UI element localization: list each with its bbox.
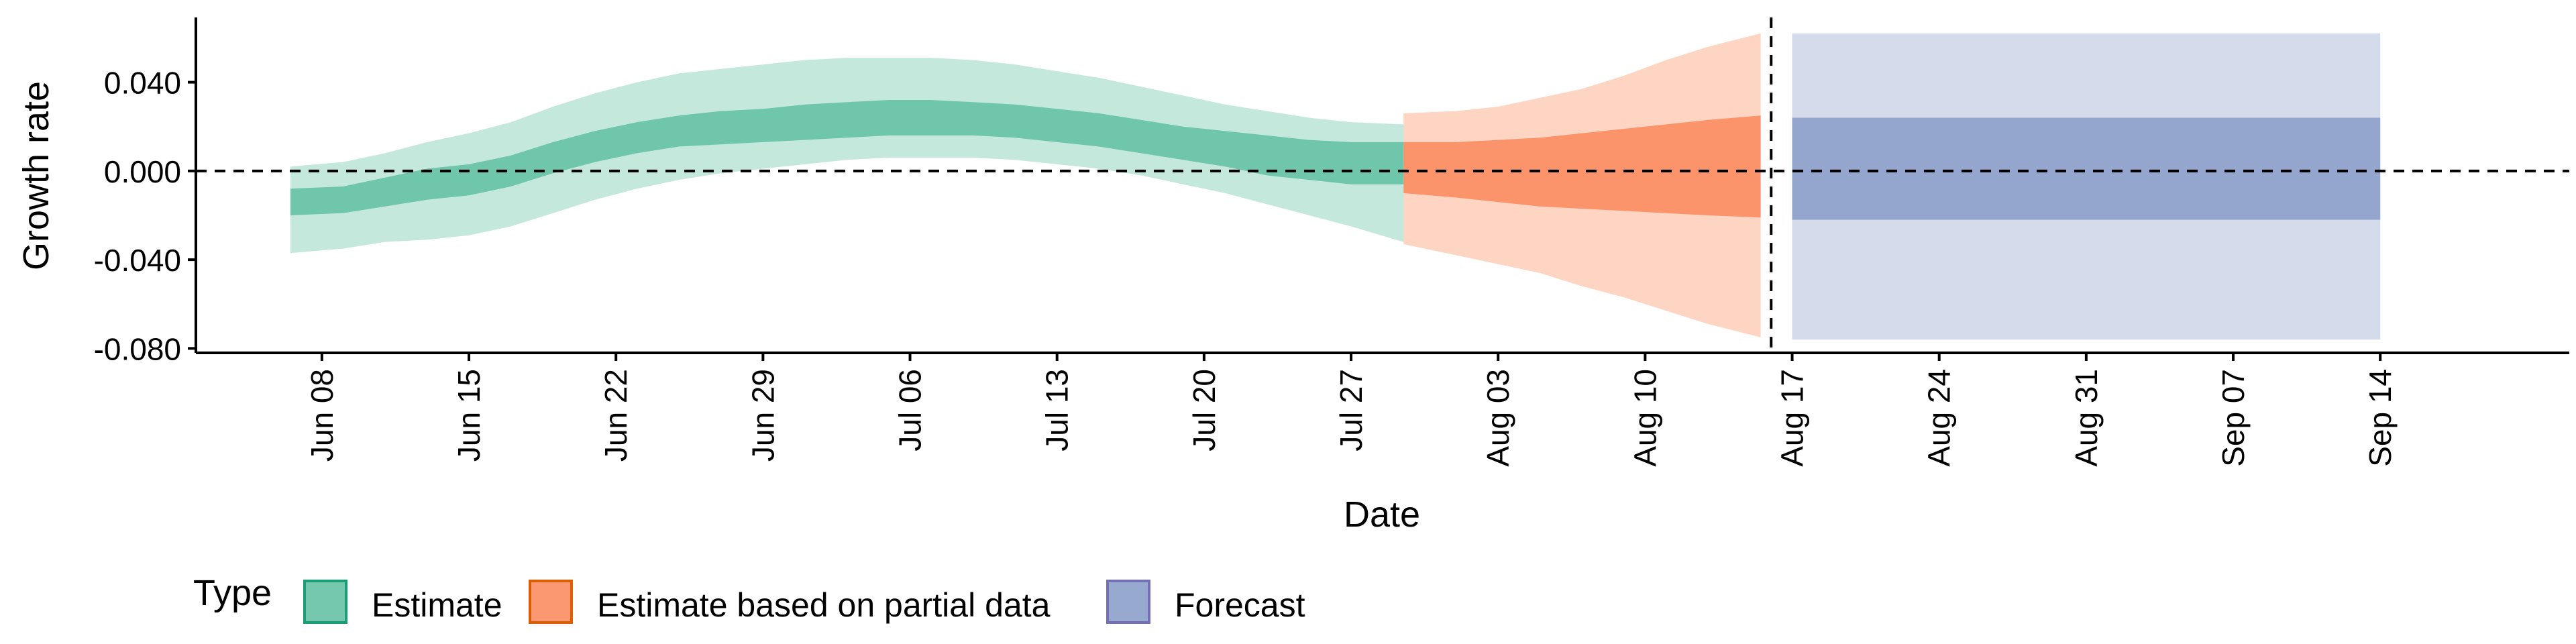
y-tick-label: 0.000: [104, 154, 181, 189]
band-layer: [290, 33, 2381, 340]
x-tick-label: Jul 20: [1187, 369, 1222, 451]
x-tick-label: Aug 17: [1775, 369, 1810, 467]
legend-label-estimate-based-on-partial-data: Estimate based on partial data: [597, 586, 1051, 624]
x-tick-label: Aug 24: [1922, 369, 1957, 467]
estimate-based-on-partial-data-band-50: [1403, 115, 1761, 218]
x-tick-label: Jun 22: [598, 369, 633, 462]
x-tick-label: Sep 14: [2363, 369, 2398, 467]
x-tick-label: Jul 13: [1040, 369, 1075, 451]
y-axis-title: Growth rate: [16, 81, 56, 270]
y-tick-label: 0.040: [104, 66, 181, 101]
forecast-band-50: [1792, 117, 2381, 220]
axes: [188, 17, 2569, 361]
y-tick-label: -0.040: [94, 243, 181, 278]
estimate-band-50: [290, 100, 1404, 215]
legend-key-forecast: [1106, 580, 1150, 624]
axis-labels: -0.080 -0.040 0.000 0.040 Jun 08 Jun 15 Jun 22…: [94, 66, 2398, 467]
x-axis-title: Date: [1344, 494, 1420, 535]
x-tick-label: Sep 07: [2216, 369, 2251, 467]
x-tick-label: Aug 31: [2069, 369, 2104, 467]
x-tick-label: Aug 10: [1627, 369, 1662, 467]
x-tick-label: Jul 27: [1334, 369, 1368, 451]
x-tick-label: Jun 08: [305, 369, 339, 462]
legend-label-estimate: Estimate: [372, 586, 502, 624]
legend-key-estimate: [303, 580, 347, 624]
reference-lines: [196, 17, 2569, 353]
legend-key-estimate-based-on-partial-data: [529, 580, 573, 624]
legend-label-forecast: Forecast: [1175, 586, 1305, 624]
x-tick-label: Jun 29: [745, 369, 780, 462]
y-tick-label: -0.080: [94, 331, 181, 366]
estimate-band-90: [290, 58, 1404, 254]
x-tick-label: Jun 15: [451, 369, 486, 462]
legend: Type Estimate Estimate based on partial da…: [193, 573, 1305, 624]
legend-title: Type: [193, 573, 272, 613]
x-tick-label: Aug 03: [1481, 369, 1515, 467]
x-tick-label: Jul 06: [893, 369, 928, 451]
